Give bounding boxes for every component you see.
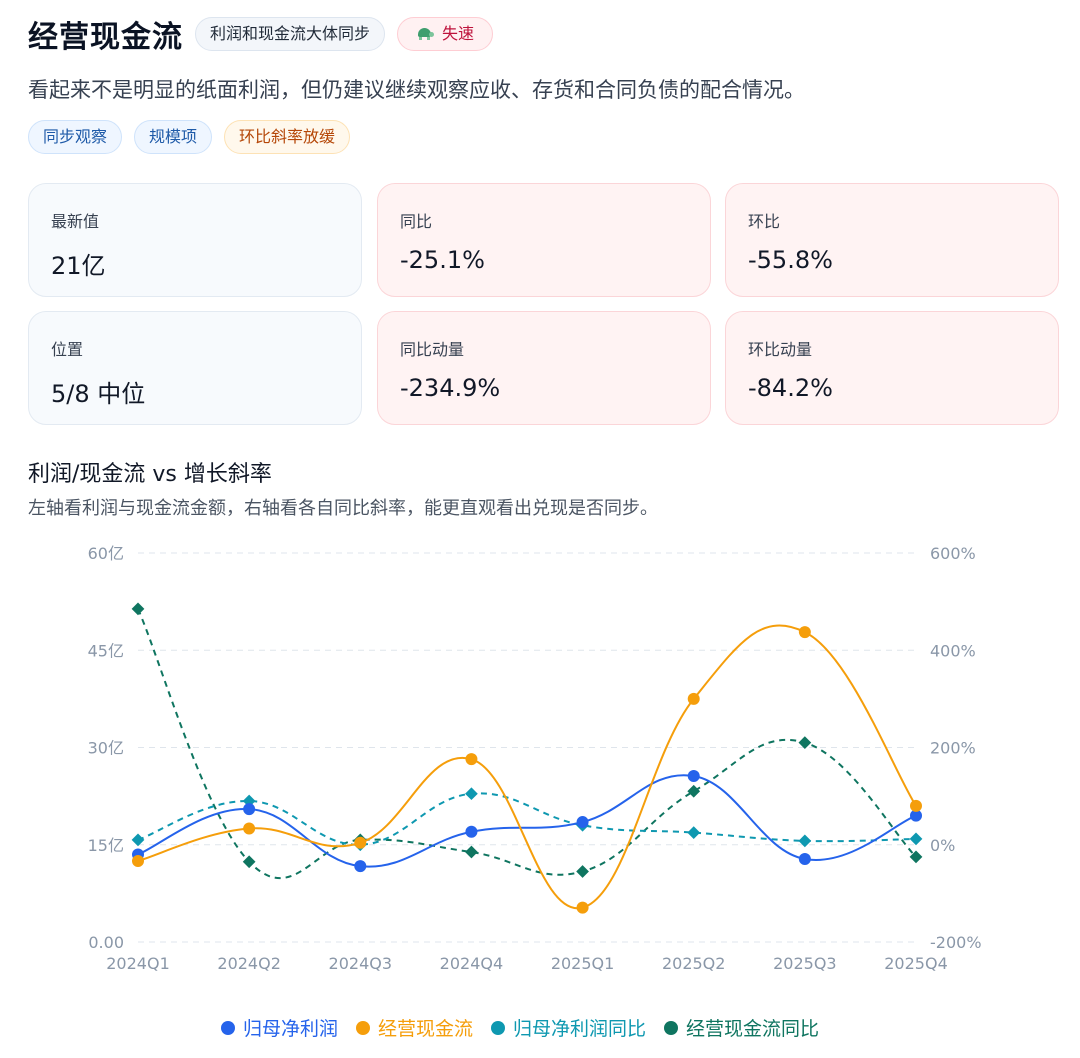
data-point [132, 854, 144, 867]
data-point [687, 784, 701, 798]
data-point [354, 860, 367, 873]
data-point [576, 816, 589, 829]
data-point [576, 865, 589, 878]
metric-card-yoy: 同比 -25.1% [377, 183, 711, 297]
y-left-tick-label: 45亿 [88, 641, 124, 660]
metric-label: 同比动量 [400, 340, 465, 359]
legend-item-net-profit[interactable]: 归母净利润 [220, 1014, 338, 1041]
metric-card-qoq-momentum: 环比动量 -84.2% [725, 311, 1059, 425]
series-line-2 [137, 792, 917, 846]
data-point [465, 787, 478, 801]
data-point [576, 901, 589, 914]
metric-value: -55.8% [748, 246, 833, 274]
metric-card-latest: 最新值 21亿 [28, 183, 362, 297]
data-point [687, 770, 700, 783]
legend-swatch [220, 1020, 235, 1035]
chart-subtitle: 左轴看利润与现金流金额，右轴看各自同比斜率，能更直观看出兑现是否同步。 [28, 498, 658, 519]
metric-value: -25.1% [400, 246, 485, 274]
legend-swatch [355, 1020, 370, 1035]
legend-item-op-cashflow[interactable]: 经营现金流 [355, 1014, 473, 1041]
x-tick-label: 2025Q4 [884, 954, 948, 973]
data-point [243, 822, 256, 835]
y-left-tick-label: 60亿 [88, 544, 124, 563]
metric-value: 21亿 [51, 252, 106, 280]
x-tick-label: 2024Q2 [217, 954, 281, 973]
data-point [465, 753, 478, 766]
legend-label: 经营现金流同比 [686, 1018, 820, 1040]
y-left-tick-label: 30亿 [88, 739, 124, 758]
data-point [131, 602, 145, 616]
metric-value: -234.9% [400, 374, 501, 402]
legend-label: 归母净利润 [242, 1018, 338, 1040]
y-left-tick-label: 0.00 [88, 933, 124, 952]
data-point [243, 803, 256, 816]
y-right-tick-label: 0% [930, 836, 955, 855]
chart-title: 利润/现金流 vs 增长斜率 [28, 462, 272, 487]
data-point [465, 845, 478, 859]
x-tick-label: 2024Q1 [106, 954, 170, 973]
tag-sync-observe: 同步观察 [28, 120, 123, 154]
header: 经营现金流 利润和现金流大体同步 失速 [28, 12, 494, 56]
y-right-tick-label: 400% [930, 641, 976, 660]
legend-label: 经营现金流 [377, 1018, 473, 1040]
metric-value: -84.2% [748, 374, 833, 402]
data-point [465, 825, 478, 838]
metric-label: 环比动量 [748, 340, 813, 359]
x-tick-label: 2024Q4 [440, 954, 504, 973]
status-badge: 失速 [397, 17, 494, 51]
data-point [798, 834, 812, 848]
tag-qoq-slowing: 环比斜率放缓 [224, 120, 351, 154]
series-line-1 [137, 624, 917, 910]
description: 看起来不是明显的纸面利润，但仍建议继续观察应收、存货和合同负债的配合情况。 [28, 78, 805, 102]
data-point [798, 626, 811, 639]
series-line-3 [137, 608, 917, 879]
data-point [910, 799, 922, 812]
data-point [910, 809, 922, 822]
metric-value: 5/8 中位 [51, 380, 146, 408]
page-title: 经营现金流 [28, 20, 183, 55]
y-right-tick-label: -200% [930, 933, 982, 952]
data-point [909, 832, 923, 846]
legend-swatch [491, 1020, 505, 1035]
chart-legend: 归母净利润 经营现金流 归母净利润同比 经营现金流同比 [0, 1014, 1040, 1041]
y-right-tick-label: 600% [930, 544, 976, 563]
combo-line-chart: 0.00 -200% 15亿 0% 30亿 200% 45亿 400% 60亿 600% 2024Q… [88, 544, 982, 973]
status-badge-label: 失速 [442, 24, 475, 43]
legend-swatch [664, 1020, 679, 1035]
legend-item-op-cashflow-yoy[interactable]: 经营现金流同比 [664, 1014, 819, 1041]
x-tick-label: 2024Q3 [329, 954, 393, 973]
metric-label: 环比 [748, 212, 781, 231]
metric-card-position: 位置 5/8 中位 [28, 311, 362, 425]
tag-list: 同步观察 规模项 环比斜率放缓 [28, 120, 351, 154]
data-point [242, 855, 256, 869]
metric-card-yoy-momentum: 同比动量 -234.9% [377, 311, 711, 425]
y-left-tick-label: 15亿 [88, 836, 124, 855]
metric-label: 同比 [400, 212, 433, 231]
sync-badge: 利润和现金流大体同步 [195, 17, 386, 51]
data-point [798, 853, 811, 866]
x-tick-label: 2025Q3 [773, 954, 837, 973]
turtle-icon [416, 28, 435, 40]
legend-item-net-profit-yoy[interactable]: 归母净利润同比 [491, 1014, 646, 1041]
tag-scale-item: 规模项 [134, 120, 213, 154]
metric-card-qoq: 环比 -55.8% [725, 183, 1059, 297]
data-point [687, 826, 701, 839]
data-point [354, 836, 367, 849]
series-line-0 [137, 774, 917, 868]
legend-label: 归母净利润同比 [513, 1018, 647, 1040]
y-right-tick-label: 200% [930, 739, 976, 758]
x-tick-label: 2025Q2 [662, 954, 726, 973]
metric-label: 最新值 [51, 212, 100, 231]
data-point [687, 692, 700, 705]
x-tick-label: 2025Q1 [551, 954, 615, 973]
metric-label: 位置 [51, 340, 84, 359]
